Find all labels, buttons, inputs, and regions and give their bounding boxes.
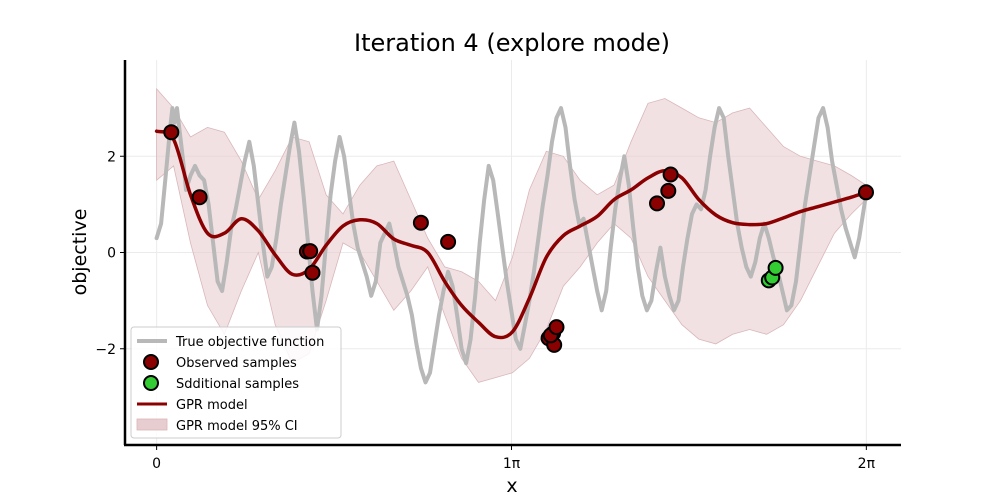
legend: True objective function Observed samples… [130,326,342,439]
observed-sample-point [662,166,679,183]
y-tick-label: 2 [107,149,116,165]
legend-additional-label: Sdditional samples [176,377,299,392]
legend-gpr-label: GPR model [176,398,248,413]
observed-sample-point [191,189,208,206]
y-axis-label: objective [69,209,91,296]
tick-layer: 0 1π 2π −2 0 2 [95,149,875,472]
y-tick-label: −2 [95,342,116,358]
observed-sample-point [304,264,321,281]
legend-true-function-label: True objective function [175,335,324,350]
observed-sample-point [163,124,180,141]
x-tick-label: 1π [503,456,521,472]
legend-additional-swatch [143,375,159,391]
observed-sample-point [858,184,874,201]
legend-observed-label: Observed samples [176,356,297,371]
gpr-model-line [154,129,868,340]
y-tick-label: 0 [107,246,116,262]
observed-sample-point [302,243,319,260]
legend-observed-swatch [143,354,159,370]
observed-sample-point [412,214,429,231]
observed-sample-point [660,182,677,199]
x-axis-label: x [506,475,517,497]
observed-sample-point [548,319,565,336]
true-function-line [154,106,868,385]
observed-sample-point [649,195,665,212]
legend-frame [130,326,342,439]
observed-sample-point [440,233,457,250]
x-tick-label: 2π [858,456,876,472]
sample-points-layer [163,124,874,353]
legend-ci-label: GPR model 95% CI [176,419,298,434]
additional-sample-point [767,259,784,276]
true-function-layer [154,106,868,385]
legend-ci-swatch [136,418,168,431]
chart-title: Iteration 4 (explore mode) [354,29,670,57]
x-tick-label: 0 [152,456,161,472]
gpr-model-layer [154,129,868,340]
